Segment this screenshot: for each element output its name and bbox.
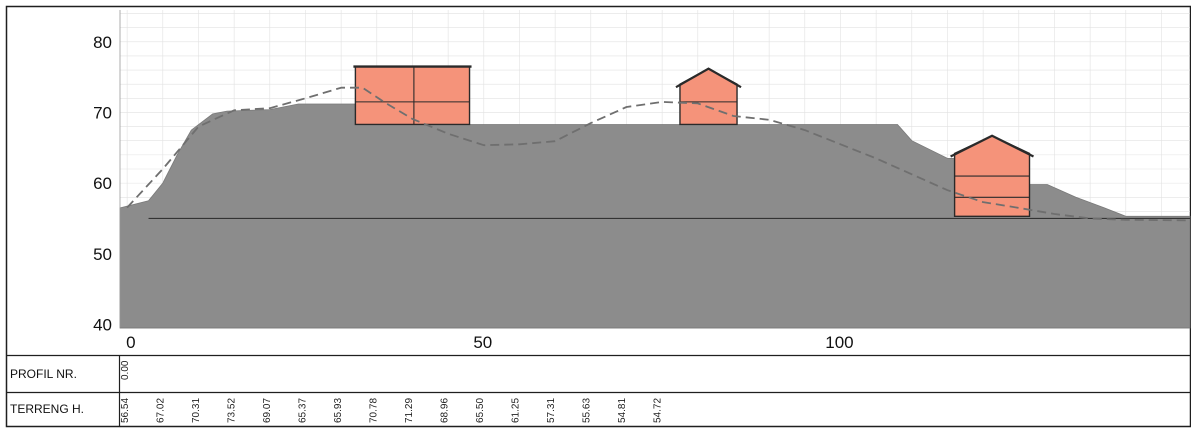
data-table: PROFIL NR. TERRENG H. 0.00 56.54 67.02 70.3… bbox=[6, 354, 1190, 427]
row-label-terrain: TERRENG H. bbox=[10, 402, 84, 416]
building-1 bbox=[353, 65, 472, 126]
y-tick-label: 80 bbox=[93, 33, 112, 52]
building-2 bbox=[675, 67, 742, 126]
building-roof bbox=[675, 67, 742, 89]
x-tick-label: 0 bbox=[126, 333, 135, 352]
terrain-height-value: 54.72 bbox=[653, 398, 664, 423]
building-roof bbox=[950, 134, 1034, 158]
terrain-height-value: 61.25 bbox=[511, 398, 522, 423]
y-tick-label: 60 bbox=[93, 174, 112, 193]
profile-value: 0.00 bbox=[120, 360, 131, 380]
terrain-height-value: 57.31 bbox=[546, 398, 557, 423]
original-terrain-line bbox=[126, 86, 1191, 222]
terrain-height-value: 67.02 bbox=[156, 398, 167, 423]
y-tick-label: 70 bbox=[93, 103, 112, 122]
terrain-height-value: 73.52 bbox=[227, 398, 238, 423]
buildings-layer bbox=[353, 65, 1034, 218]
terrain-height-value: 56.54 bbox=[120, 398, 131, 423]
x-tick-label: 50 bbox=[473, 333, 492, 352]
terrain-height-value: 54.81 bbox=[617, 398, 628, 423]
terrain-height-value: 65.37 bbox=[298, 398, 309, 423]
terrain-layer bbox=[119, 103, 1191, 329]
original-terrain-layer bbox=[126, 86, 1191, 222]
building-3 bbox=[950, 134, 1034, 218]
y-axis: 40 50 60 70 80 bbox=[93, 10, 121, 334]
row-label-profile: PROFIL NR. bbox=[10, 367, 77, 381]
terrain-height-value: 69.07 bbox=[262, 398, 273, 423]
terrain-height-value: 70.31 bbox=[191, 398, 202, 423]
x-axis: 0 50 100 bbox=[120, 327, 1190, 352]
building-body bbox=[354, 65, 471, 126]
building-body bbox=[679, 67, 738, 126]
y-tick-label: 50 bbox=[93, 245, 112, 264]
terrain-height-value: 68.96 bbox=[440, 398, 451, 423]
terrain-height-value: 70.78 bbox=[369, 398, 380, 423]
terrain-height-value: 71.29 bbox=[404, 398, 415, 423]
terrain-height-value: 65.93 bbox=[333, 398, 344, 423]
x-tick-label: 100 bbox=[825, 333, 853, 352]
terrain-height-value: 55.63 bbox=[582, 398, 593, 423]
terrain-height-value: 65.50 bbox=[475, 398, 486, 423]
terrain-fill-area bbox=[119, 103, 1191, 329]
y-tick-label: 40 bbox=[93, 315, 112, 334]
